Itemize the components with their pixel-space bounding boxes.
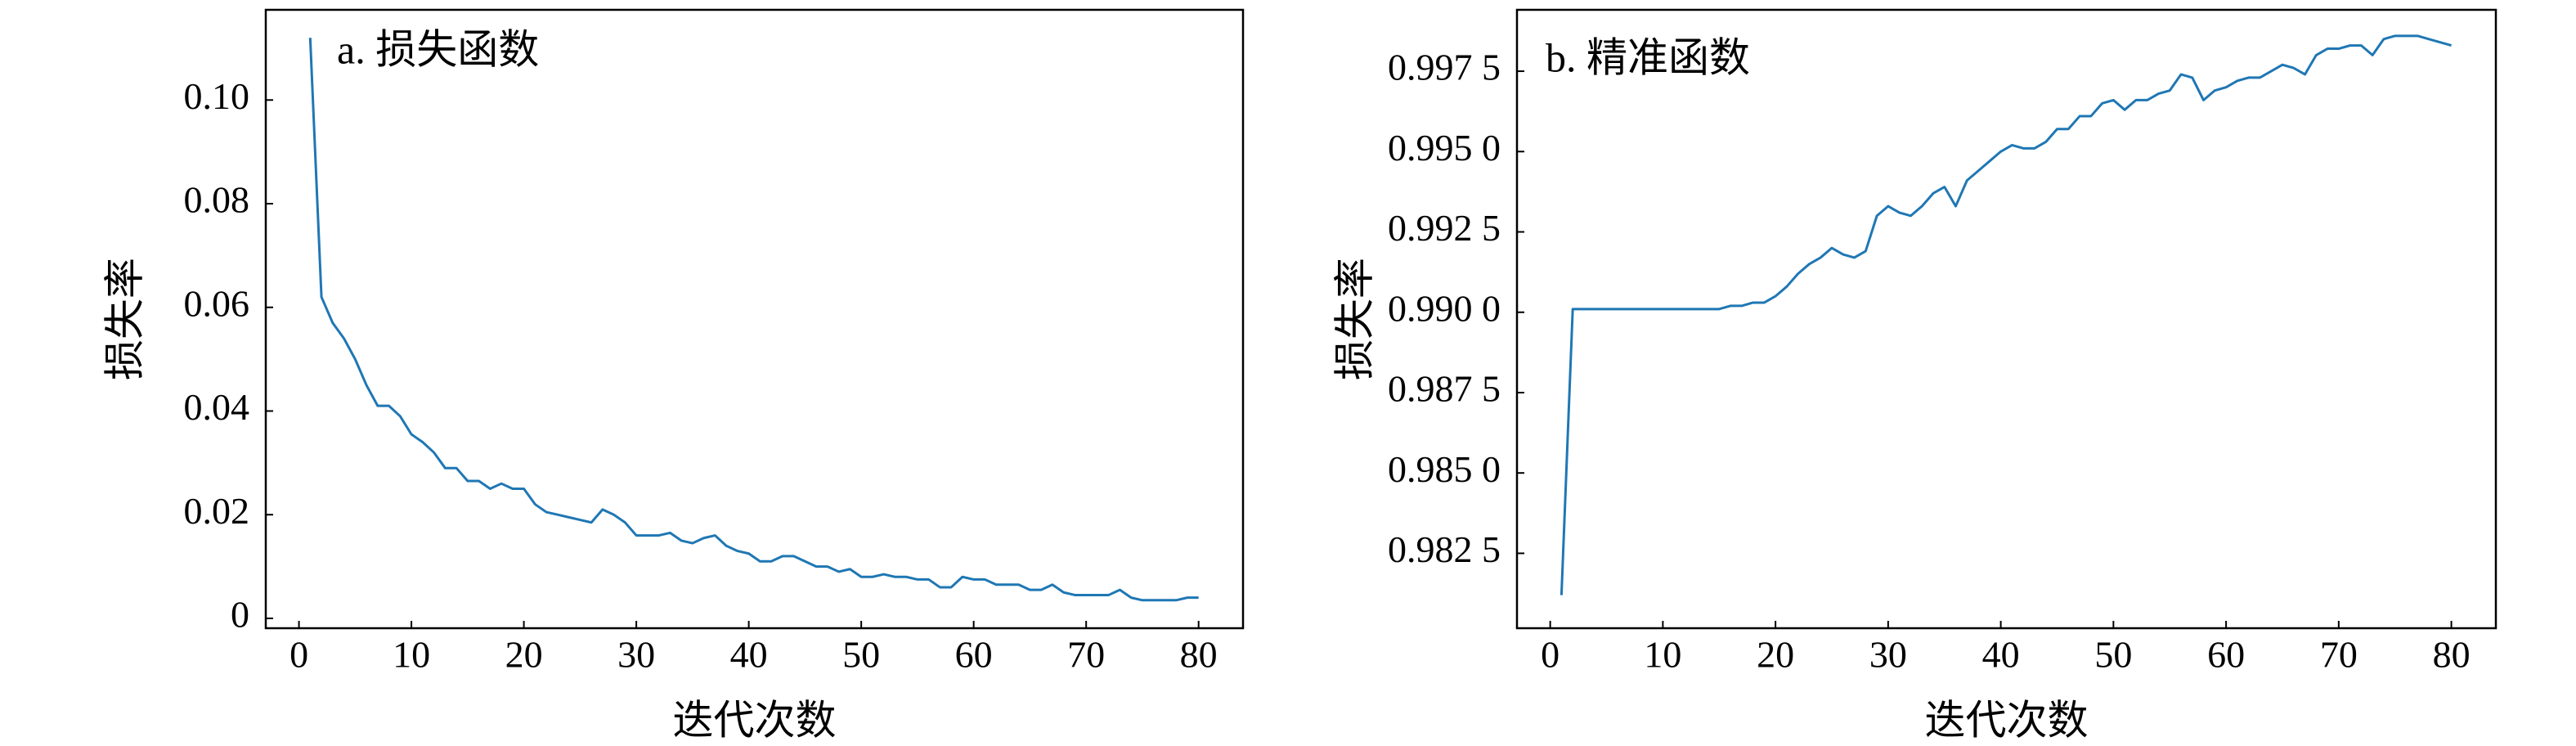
axes-frame xyxy=(264,8,1245,630)
x-tick-label: 0 xyxy=(289,634,308,676)
y-tick-label: 0.02 xyxy=(184,490,250,532)
y-tick-label: 0.990 0 xyxy=(1388,287,1501,329)
x-axis-label: 迭代次数 xyxy=(1925,697,2089,743)
panel-title: b. 精准函数 xyxy=(1546,34,1750,80)
x-tick-label: 10 xyxy=(393,634,430,676)
y-tick-label: 0.995 0 xyxy=(1388,127,1501,169)
y-tick-label: 0.997 5 xyxy=(1388,47,1501,88)
x-tick-label: 40 xyxy=(730,634,768,676)
axes-frame xyxy=(1515,8,2497,630)
x-tick-label: 20 xyxy=(1757,634,1794,676)
x-tick-label: 80 xyxy=(2433,634,2471,676)
x-tick-label: 70 xyxy=(1067,634,1105,676)
x-tick-label: 20 xyxy=(505,634,543,676)
data-line xyxy=(1560,34,2453,595)
x-tick-label: 50 xyxy=(842,634,880,676)
y-tick-label: 0.987 5 xyxy=(1388,368,1501,410)
x-tick-label: 0 xyxy=(1541,634,1560,676)
x-tick-label: 70 xyxy=(2320,634,2358,676)
x-tick-label: 80 xyxy=(1180,634,1218,676)
y-tick-label: 0.10 xyxy=(184,75,250,117)
x-tick-label: 60 xyxy=(955,634,993,676)
y-tick-label: 0.992 5 xyxy=(1388,207,1501,249)
x-tick-label: 30 xyxy=(617,634,655,676)
x-axis-label: 迭代次数 xyxy=(673,697,837,743)
y-tick-label: 0 xyxy=(231,594,249,636)
panel-title: a. 损失函数 xyxy=(337,26,539,72)
x-tick-label: 30 xyxy=(1869,634,1907,676)
data-line xyxy=(308,38,1199,602)
y-axis-label: 损失率 xyxy=(101,258,147,380)
x-tick-label: 50 xyxy=(2094,634,2132,676)
x-tick-label: 10 xyxy=(1644,634,1681,676)
x-tick-label: 60 xyxy=(2207,634,2245,676)
y-tick-label: 0.982 5 xyxy=(1388,528,1501,570)
x-tick-label: 40 xyxy=(1982,634,2020,676)
y-tick-label: 0.04 xyxy=(184,386,250,428)
y-tick-label: 0.985 0 xyxy=(1388,448,1501,490)
y-axis-label: 损失率 xyxy=(1331,258,1377,380)
y-tick-label: 0.08 xyxy=(184,179,250,221)
y-tick-label: 0.06 xyxy=(184,282,250,324)
